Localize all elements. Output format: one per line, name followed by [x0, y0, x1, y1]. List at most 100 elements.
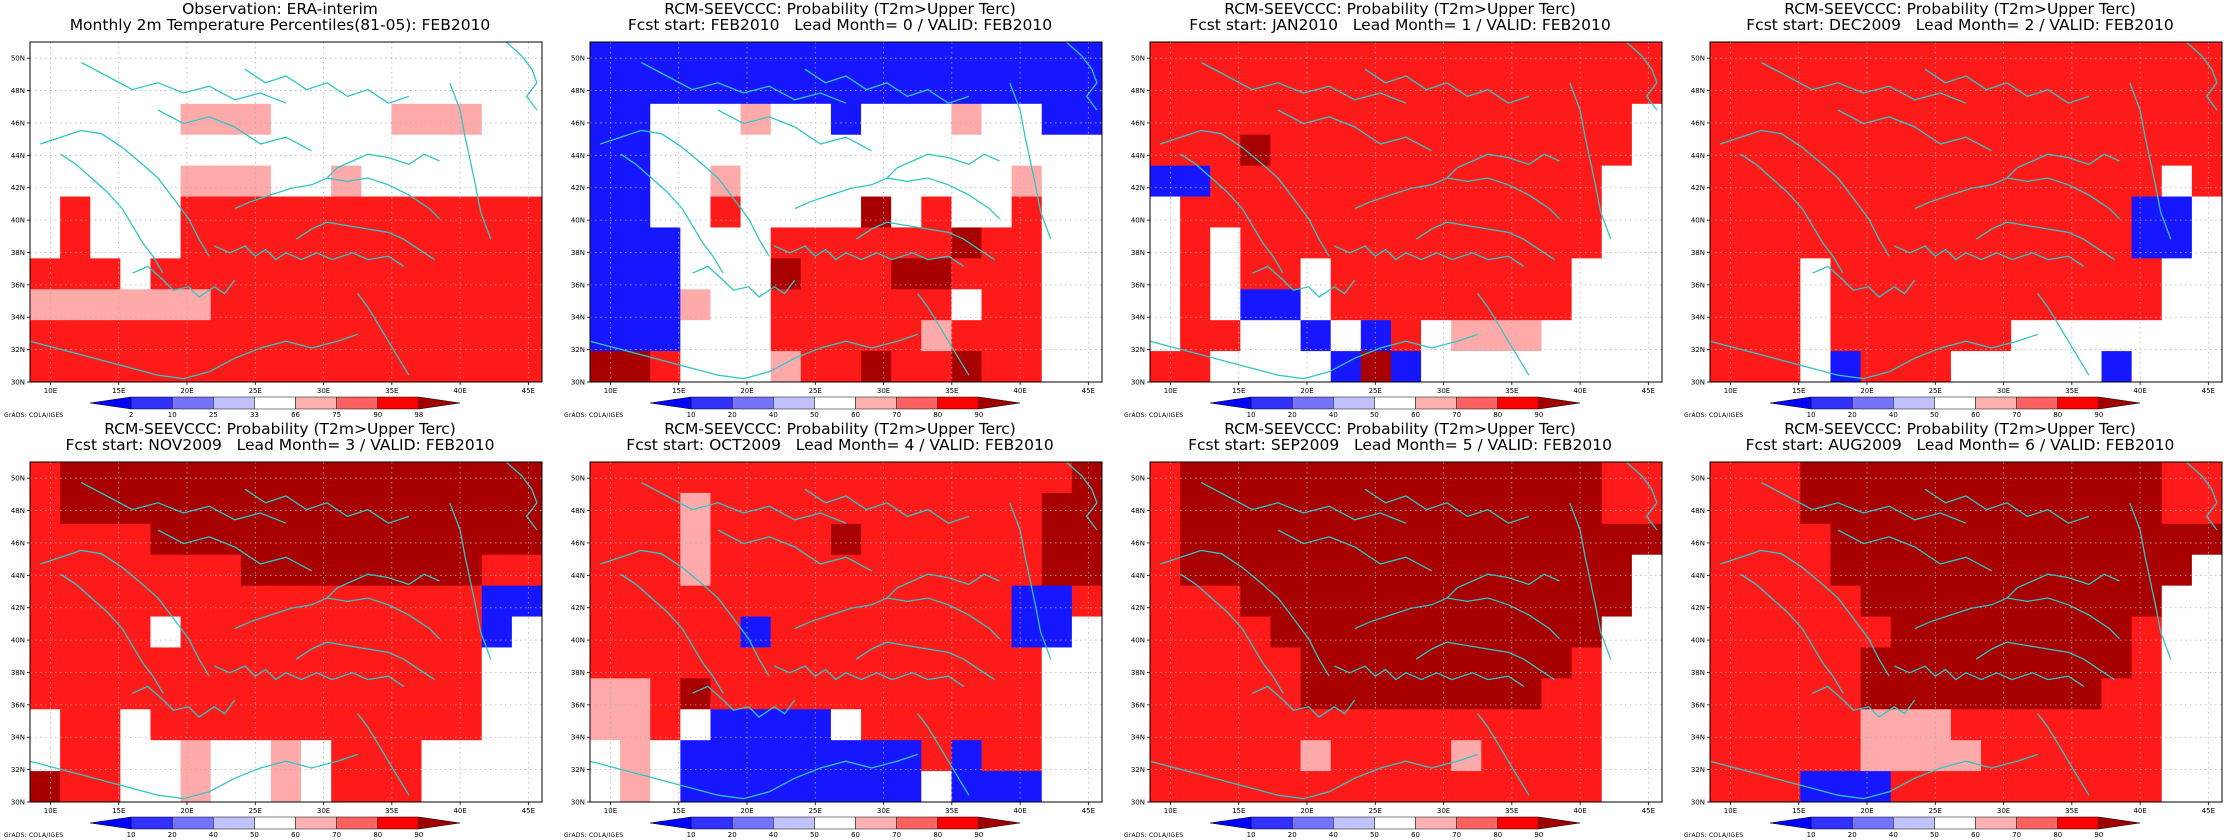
lat-tick-label: 30N [1131, 799, 1145, 807]
grid-cell [1571, 709, 1603, 741]
grid-cell [2071, 103, 2102, 136]
grid-cell [1360, 289, 1392, 321]
grid-cell [1071, 351, 1103, 383]
grid-cell [740, 258, 772, 290]
colorbar-label: 10 [1247, 411, 1256, 419]
colorbar-label: 60 [1971, 411, 1980, 419]
grid-cell [740, 492, 772, 525]
grid-cell [1770, 462, 1801, 494]
grid-cell [391, 320, 422, 352]
colorbar-segment [1893, 816, 1935, 830]
lat-tick-label: 50N [571, 55, 585, 63]
grid-cell [951, 771, 982, 803]
grid-cell [481, 585, 513, 617]
grid-cell [210, 462, 242, 494]
grid-cell [90, 740, 121, 772]
grid-cell [1150, 771, 1181, 803]
grid-cell [800, 616, 832, 648]
grid-cell [1950, 351, 1982, 383]
grid-cell [120, 196, 151, 228]
coastline [692, 265, 796, 298]
grid-cell [1800, 462, 1831, 494]
grid-cell [30, 134, 61, 167]
coastlines [1149, 461, 1658, 800]
grid-cell [830, 709, 862, 741]
grid-cell [451, 134, 483, 167]
coastline [357, 713, 410, 796]
grid-cell [1740, 165, 1771, 197]
grid-cell [800, 585, 832, 617]
grid-cell [1330, 585, 1362, 617]
grid-cell [861, 678, 892, 710]
grid-cell [210, 678, 242, 710]
coastline [589, 333, 918, 380]
colorbar-segment [1209, 396, 1252, 410]
grid-cell [2131, 554, 2163, 587]
grid-cell [1740, 42, 1771, 74]
grid-cell [1180, 523, 1211, 556]
coastline [1914, 597, 2121, 640]
grid-cell [1210, 709, 1241, 741]
lat-tick-label: 38N [1691, 249, 1705, 257]
lon-tick-label: 35E [385, 807, 398, 815]
grid-cell [1240, 678, 1271, 710]
grid-cell [2071, 740, 2102, 772]
grid-cell [1541, 523, 1573, 556]
grid-cell [1330, 554, 1362, 587]
grid-cell [2191, 616, 2223, 648]
coastline [774, 665, 965, 687]
grid-cell [421, 554, 453, 587]
grid-cell [1071, 258, 1103, 290]
grid-cell [1631, 227, 1663, 259]
grid-cell [1710, 709, 1741, 741]
map-canvas: 10E 15E 20E 25E 30E 35E 40E 45E30N32N34N36N38N4… [1131, 461, 1663, 839]
grid-cell [770, 165, 802, 197]
grid-cell [1210, 647, 1241, 679]
grid-cell [90, 523, 121, 556]
grid-cell [1981, 42, 2012, 74]
grid-cell [1601, 647, 1633, 679]
grid-cell [1950, 227, 1982, 259]
grid-cell [2011, 196, 2042, 228]
grid-cell [830, 196, 862, 228]
grid-cell [1541, 554, 1573, 587]
grid-cell [1390, 289, 1422, 321]
grid-cell [2131, 165, 2163, 197]
grid-cell [391, 740, 422, 772]
grid-cell [1830, 709, 1861, 741]
grid-cell [1210, 523, 1241, 556]
grid-cell [1360, 462, 1392, 494]
lat-tick-label: 42N [1691, 604, 1705, 612]
grid-cell [2191, 103, 2223, 136]
lat-tick-label: 32N [11, 766, 25, 774]
grid-cell [1451, 647, 1482, 679]
grid-cell [1541, 289, 1573, 321]
grid-cell [421, 320, 453, 352]
colorbar-label: 90 [414, 831, 423, 839]
grid-cell [2101, 462, 2133, 494]
coastline [1719, 549, 1890, 677]
grid-cell [1041, 351, 1073, 383]
grid-cell [2191, 709, 2223, 741]
grid-cell [2191, 492, 2223, 525]
grid-cell [1390, 678, 1422, 710]
coastline [1415, 221, 1555, 261]
grid-cell [1511, 42, 1542, 74]
lon-tick-label: 10E [604, 807, 617, 815]
grid-cell [620, 196, 651, 228]
grid-cell [1890, 554, 1922, 587]
grid-cell [1601, 103, 1633, 136]
lon-tick-label: 30E [1437, 387, 1450, 395]
grid-cell [60, 103, 91, 136]
grid-cell [1981, 289, 2012, 321]
grid-cell [2191, 554, 2223, 587]
map-panel: RCM-SEEVCCC: Probability (T2m>Upper Terc… [0, 420, 560, 840]
grid-cell [740, 196, 772, 228]
grid-cell [1451, 523, 1482, 556]
grid-cell [1981, 227, 2012, 259]
grid-cell [891, 616, 922, 648]
grid-cell [1631, 616, 1663, 648]
grid-cell [891, 709, 922, 741]
grid-cell [2161, 196, 2193, 228]
grid-cell [1981, 462, 2012, 494]
